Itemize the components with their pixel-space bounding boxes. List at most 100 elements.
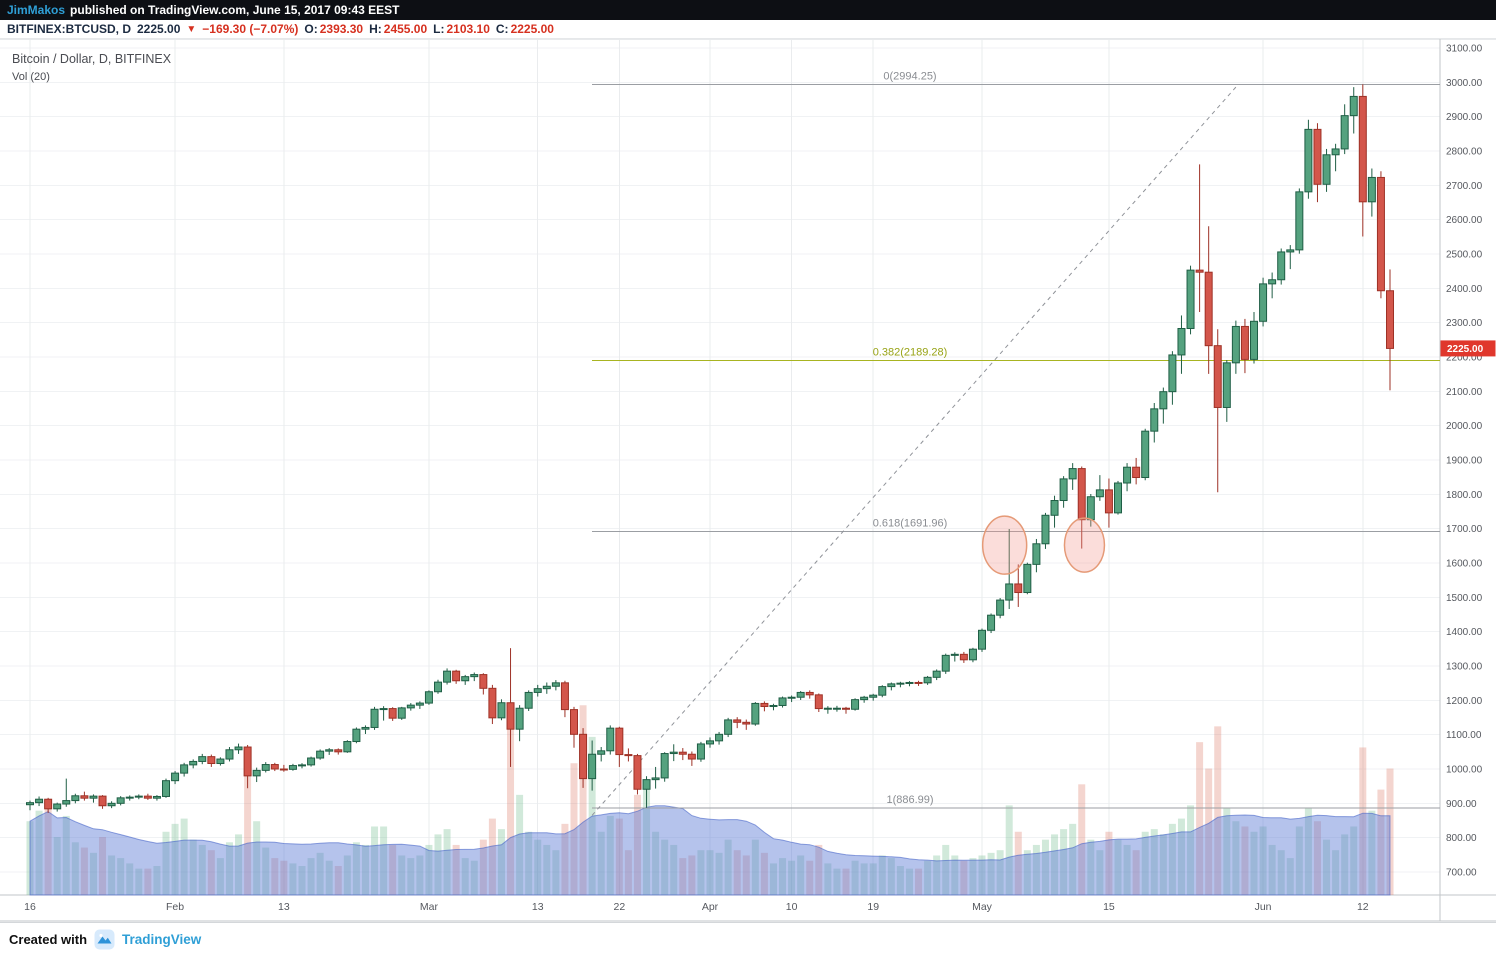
volume-bar [1304,808,1312,895]
candle-body [1005,583,1014,601]
candle-body [606,727,615,752]
volume-ma-area [29,805,1391,896]
trend-line[interactable] [591,86,1237,816]
candle-body [778,697,787,706]
volume-bar [1377,789,1385,895]
close-value: 2225.00 [510,22,554,36]
candle-body [1150,408,1159,432]
candle-body [53,803,62,810]
candle-body [415,702,424,706]
volume-bar [760,852,768,895]
volume-bar [1259,826,1267,895]
candle-body [1222,362,1231,408]
candle-body [334,749,343,753]
chart-legend-symbol[interactable]: Bitcoin / Dollar, D, BITFINEX [12,52,172,66]
candle-body [669,751,678,755]
candle-body [1086,496,1095,521]
volume-bar [189,839,197,895]
volume-bar [960,860,968,895]
time-tick-label: 19 [867,901,879,913]
price-tick-label: 1900.00 [1446,456,1483,467]
volume-bar [1196,742,1204,895]
candle-body [1204,271,1213,347]
symbol-label[interactable]: BITFINEX:BTCUSD, D [7,22,131,36]
price-tick-label: 800.00 [1446,833,1477,844]
open-value: 2393.30 [319,22,364,36]
volume-bar [53,837,61,895]
volume-bar [1187,805,1195,895]
volume-bar [307,858,315,895]
volume-bar [1141,831,1149,895]
candle-body [1295,191,1304,251]
chart-area[interactable]: 700.00 800.00 900.00 1000.00 1100.00 1200.00 1… [0,39,1496,922]
tradingview-brand-link[interactable]: TradingView [122,931,202,947]
time-tick-label: 12 [1357,901,1369,913]
candle-body [488,687,497,719]
volume-bar [1359,747,1367,895]
price-chart[interactable]: 700.00 800.00 900.00 1000.00 1100.00 1200.00 1… [0,39,1496,922]
fib-level-label: 1(886.99) [886,794,933,806]
candle-body [361,726,370,730]
volume-bar [180,818,188,895]
volume-bar [661,839,669,895]
volume-bar [235,834,243,895]
volume-bar [724,839,732,895]
volume-bar [389,844,397,895]
volume-bar [624,850,632,895]
time-tick-label: Mar [420,901,439,913]
candle-body [615,727,624,756]
volume-bar [271,858,279,895]
candle-body [198,756,207,762]
volume-bar [35,810,43,895]
volume-bar [1341,834,1349,895]
candle-body [996,599,1005,616]
candle-body [89,795,98,799]
volume-bar [80,847,88,895]
candle-body [225,749,234,760]
candle-body [397,707,406,719]
time-tick-label: May [972,901,993,913]
candle-body [1268,279,1277,285]
candle-body [71,795,80,802]
candle-body [959,653,968,661]
volume-bar [915,868,923,895]
volume-bar [652,831,660,895]
volume-bar [779,858,787,895]
price-tick-label: 2600.00 [1446,215,1483,226]
candle-body [98,795,107,807]
volume-bar [1313,821,1321,895]
annotation-ellipse[interactable] [1063,517,1106,573]
candle-body [1068,468,1077,480]
volume-bar [108,855,116,895]
tradingview-logo-icon[interactable] [94,929,115,950]
volume-bar [896,866,904,895]
candle-body [424,691,433,704]
volume-bar [1014,831,1022,895]
candle-body [1032,543,1041,565]
fib-level-label: 0.382(2189.28) [873,347,948,359]
candle-body [760,702,769,708]
annotation-ellipse[interactable] [981,515,1028,575]
volume-bar [398,855,406,895]
chart-legend-volume[interactable]: Vol (20) [12,71,50,83]
candle-body [1104,489,1113,514]
candle-body [1340,115,1349,150]
candle-body [932,670,941,678]
candle-body [706,740,715,745]
volume-bar [416,855,424,895]
volume-bar [788,860,796,895]
candle-body [832,707,841,710]
down-arrow-icon: ▼ [186,23,197,35]
volume-bar [1096,850,1104,895]
candle-body [1132,466,1141,479]
volume-bar [1250,831,1258,895]
candle-body [1358,95,1367,203]
candle-body [252,769,261,777]
price-tick-label: 1800.00 [1446,490,1483,501]
author-link[interactable]: JimMakos [7,3,66,17]
volume-bar [1005,805,1013,895]
last-price-value: 2225.00 [137,22,181,36]
volume-bar [171,823,179,895]
created-with-label: Created with [9,931,88,947]
candle-body [479,674,488,689]
